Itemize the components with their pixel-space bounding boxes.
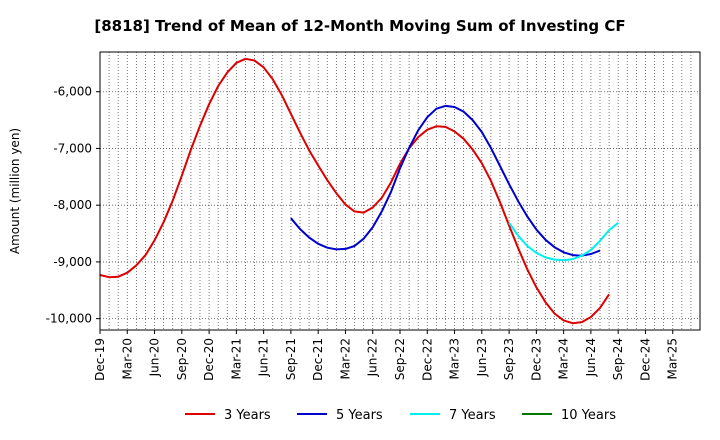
x-tick-label: Sep-20 xyxy=(175,338,189,380)
x-tick-label: Jun-22 xyxy=(366,338,380,377)
grid xyxy=(100,52,700,330)
series-line-7-years xyxy=(508,222,619,262)
x-tick-label: Mar-25 xyxy=(666,338,680,379)
legend-label-10-years: 10 Years xyxy=(561,408,616,423)
x-tick-label: Mar-24 xyxy=(557,338,571,379)
x-tick-label: Mar-21 xyxy=(229,338,243,379)
legend-label-7-years: 7 Years xyxy=(449,408,496,423)
x-tick-label: Mar-20 xyxy=(120,338,134,379)
legend-label-5-years: 5 Years xyxy=(336,408,383,423)
chart-title: [8818] Trend of Mean of 12-Month Moving … xyxy=(94,17,625,35)
legend: 3 Years 5 Years 7 Years 10 Years xyxy=(185,408,616,423)
y-ticks: -6,000 -7,000 -8,000 -9,000 -10,000 xyxy=(46,85,100,326)
y-tick-label: -8,000 xyxy=(53,198,92,212)
x-tick-label: Dec-20 xyxy=(202,338,216,381)
x-tick-label: Sep-24 xyxy=(611,338,625,380)
x-tick-label: Jun-21 xyxy=(257,338,271,377)
y-axis-label: Amount (million yen) xyxy=(8,128,22,254)
x-tick-label: Mar-22 xyxy=(338,338,352,379)
x-tick-label: Dec-19 xyxy=(93,338,107,381)
y-tick-label: -10,000 xyxy=(46,312,92,326)
x-tick-label: Jun-20 xyxy=(148,338,162,377)
x-ticks: Dec-19 Mar-20 Jun-20 Sep-20 Dec-20 Mar-21 Jun-… xyxy=(93,330,680,381)
series-line-5-years xyxy=(290,104,601,257)
y-tick-label: -9,000 xyxy=(53,255,92,269)
x-tick-label: Sep-23 xyxy=(502,338,516,380)
x-tick-label: Dec-22 xyxy=(420,338,434,381)
x-tick-label: Dec-21 xyxy=(311,338,325,381)
x-tick-label: Sep-21 xyxy=(284,338,298,380)
y-tick-label: -7,000 xyxy=(53,141,92,155)
x-tick-label: Mar-23 xyxy=(448,338,462,379)
x-tick-label: Jun-23 xyxy=(475,338,489,377)
x-tick-label: Dec-24 xyxy=(638,338,652,381)
x-tick-label: Sep-22 xyxy=(393,338,407,380)
series-line-3-years xyxy=(99,57,610,325)
x-tick-label: Jun-24 xyxy=(584,338,598,377)
x-tick-label: Dec-23 xyxy=(529,338,543,381)
y-tick-label: -6,000 xyxy=(53,85,92,99)
legend-label-3-years: 3 Years xyxy=(224,408,271,423)
series-layer xyxy=(99,57,619,325)
